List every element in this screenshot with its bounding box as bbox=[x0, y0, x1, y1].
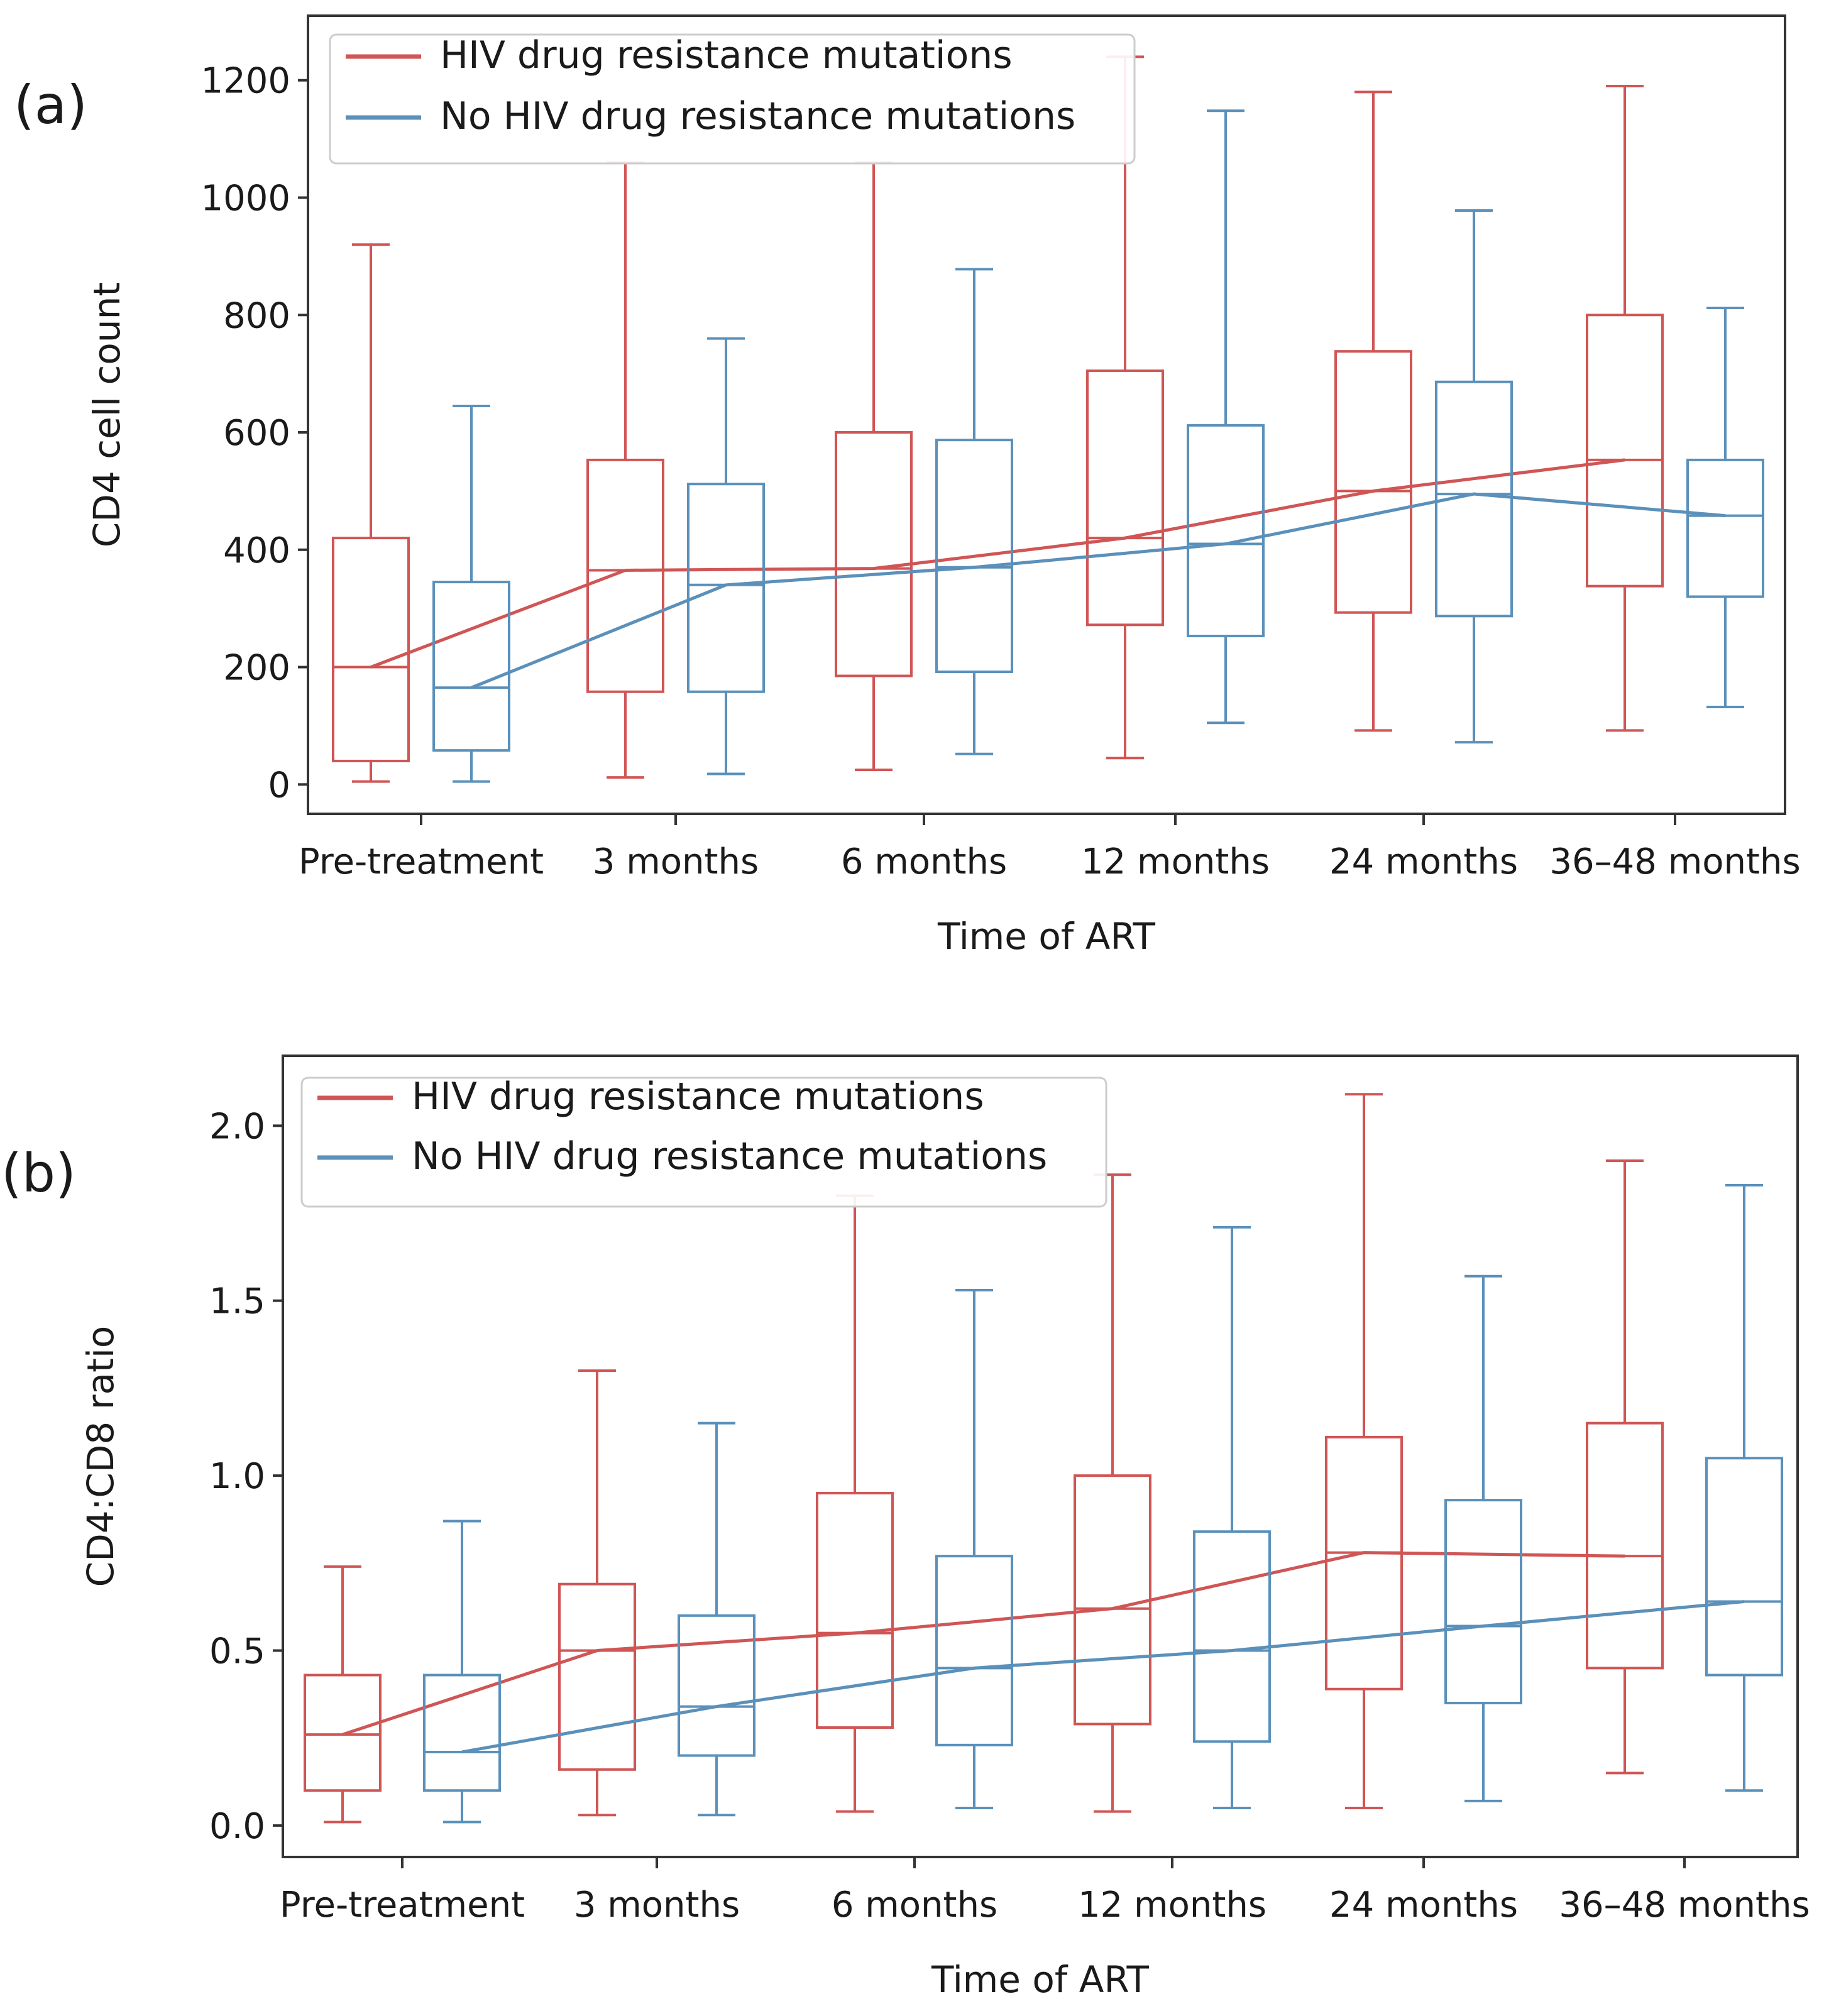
iqr-box bbox=[1086, 369, 1164, 627]
x-tick-label: Pre-treatment bbox=[299, 841, 544, 882]
iqr-box bbox=[678, 1614, 755, 1757]
box-no-resistance bbox=[1187, 109, 1265, 725]
iqr-box bbox=[816, 1491, 894, 1729]
y-tick-label: 1.5 bbox=[209, 1281, 265, 1322]
iqr-box bbox=[1705, 1457, 1783, 1677]
x-tick-label: 24 months bbox=[1329, 1885, 1518, 1926]
iqr-box bbox=[1444, 1499, 1522, 1705]
x-tick-label: 12 months bbox=[1078, 1885, 1266, 1926]
y-axis-label: CD4 cell count bbox=[85, 282, 128, 547]
box-no-resistance bbox=[935, 268, 1013, 755]
legend-box bbox=[300, 1076, 1107, 1208]
legend: HIV drug resistance mutations No HIV drug… bbox=[329, 33, 1136, 165]
y-tick-label: 600 bbox=[223, 413, 290, 454]
box-resistance bbox=[1334, 90, 1412, 732]
iqr-box bbox=[1325, 1435, 1403, 1690]
box-no-resistance bbox=[935, 1289, 1013, 1810]
x-tick-label: 36–48 months bbox=[1559, 1885, 1810, 1926]
median-trend-no-resistance bbox=[471, 492, 1726, 689]
x-tick-label: 24 months bbox=[1329, 841, 1518, 882]
iqr-box bbox=[1435, 380, 1513, 618]
box-resistance bbox=[304, 1565, 382, 1824]
iqr-box bbox=[423, 1674, 501, 1792]
iqr-box bbox=[586, 458, 664, 693]
iqr-box bbox=[935, 439, 1013, 674]
y-tick-label: 400 bbox=[223, 530, 290, 571]
y-tick-label: 1000 bbox=[201, 178, 290, 219]
panel-b-cd4-cd8-ratio: 0.0 0.5 1.0 1.5 2.0 Pre-treatment 3 months 6 mo… bbox=[79, 1055, 1810, 2001]
panel-a-cd4-count: 0 200 400 600 800 1000 1200 Pre-treatment 3 mont… bbox=[85, 14, 1801, 958]
iqr-box bbox=[835, 431, 913, 677]
y-tick-label: 800 bbox=[223, 295, 290, 336]
iqr-box bbox=[1187, 424, 1265, 638]
y-axis-label: CD4:CD8 ratio bbox=[79, 1326, 122, 1587]
box-resistance bbox=[816, 1194, 894, 1813]
box-resistance bbox=[558, 1369, 636, 1817]
x-tick-label: 6 months bbox=[832, 1885, 997, 1926]
median-trend-no-resistance bbox=[461, 1600, 1745, 1754]
x-tick-label: 36–48 months bbox=[1549, 841, 1800, 882]
x-tick-label: 3 months bbox=[593, 841, 759, 882]
x-axis-label: Time of ART bbox=[931, 1958, 1149, 2001]
median-trend-resistance bbox=[370, 458, 1625, 669]
box-resistance bbox=[1074, 1173, 1151, 1813]
box-no-resistance bbox=[1705, 1184, 1783, 1792]
plot-frame bbox=[282, 1055, 1799, 1858]
box-no-resistance bbox=[1444, 1274, 1522, 1802]
iqr-box bbox=[1074, 1474, 1151, 1726]
box-no-resistance bbox=[432, 404, 510, 783]
x-tick-label: 3 months bbox=[574, 1885, 740, 1926]
iqr-box bbox=[1193, 1530, 1271, 1743]
legend-entry: HIV drug resistance mutations bbox=[412, 1075, 984, 1119]
median-trend-resistance bbox=[342, 1551, 1625, 1736]
y-tick-label: 0.0 bbox=[209, 1806, 265, 1847]
y-tick-label: 200 bbox=[223, 648, 290, 689]
box-no-resistance bbox=[423, 1520, 501, 1824]
box-resistance bbox=[332, 243, 410, 783]
box-resistance bbox=[835, 161, 913, 771]
y-tick-label: 2.0 bbox=[209, 1106, 265, 1147]
legend-box bbox=[329, 33, 1136, 165]
box-no-resistance bbox=[678, 1422, 755, 1817]
x-tick-label: Pre-treatment bbox=[280, 1885, 525, 1926]
y-tick-label: 1.0 bbox=[209, 1456, 265, 1497]
legend: HIV drug resistance mutations No HIV drug… bbox=[300, 1075, 1107, 1208]
box-no-resistance bbox=[687, 337, 765, 775]
box-resistance bbox=[586, 161, 664, 779]
x-tick-label: 12 months bbox=[1081, 841, 1270, 882]
iqr-box bbox=[304, 1674, 382, 1792]
legend-entry: HIV drug resistance mutations bbox=[440, 33, 1013, 77]
panel-label-b: (b) bbox=[1, 1142, 76, 1204]
x-tick-label: 6 months bbox=[841, 841, 1007, 882]
iqr-box bbox=[935, 1555, 1013, 1746]
iqr-box bbox=[687, 483, 765, 693]
iqr-box bbox=[1686, 458, 1764, 598]
box-no-resistance bbox=[1686, 307, 1764, 709]
legend-entry: No HIV drug resistance mutations bbox=[412, 1134, 1047, 1178]
y-tick-label: 0 bbox=[268, 765, 290, 806]
iqr-box bbox=[558, 1582, 636, 1771]
plot-frame bbox=[307, 14, 1786, 815]
iqr-box bbox=[332, 537, 410, 762]
y-tick-label: 1200 bbox=[201, 61, 290, 102]
iqr-box bbox=[1586, 1422, 1664, 1670]
iqr-box bbox=[432, 581, 510, 752]
legend-entry: No HIV drug resistance mutations bbox=[440, 94, 1075, 138]
iqr-box bbox=[1334, 350, 1412, 614]
iqr-box bbox=[1586, 314, 1664, 588]
box-resistance bbox=[1325, 1093, 1403, 1810]
x-axis-label: Time of ART bbox=[937, 915, 1155, 958]
panel-label-a: (a) bbox=[14, 74, 88, 136]
box-resistance bbox=[1586, 85, 1664, 732]
box-resistance bbox=[1586, 1159, 1664, 1775]
box-no-resistance bbox=[1193, 1225, 1271, 1810]
box-no-resistance bbox=[1435, 209, 1513, 744]
y-tick-label: 0.5 bbox=[209, 1631, 265, 1672]
